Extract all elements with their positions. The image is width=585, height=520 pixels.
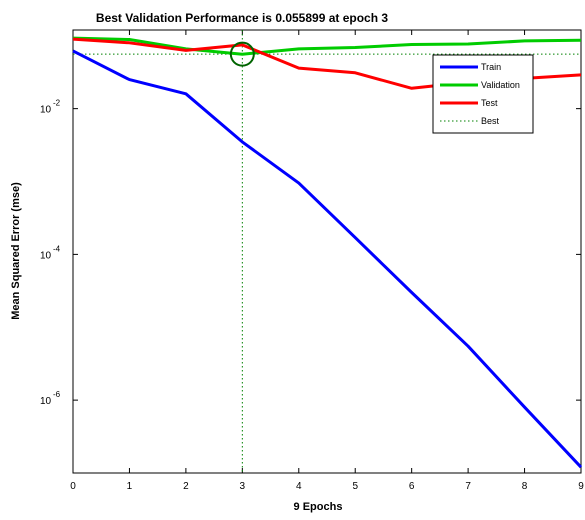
x-tick-label: 4 [296,481,302,492]
x-tick-label: 2 [183,481,189,492]
y-tick-label: 10 [40,396,52,407]
x-tick-label: 7 [465,481,471,492]
x-tick-label: 1 [127,481,133,492]
y-axis-label: Mean Squared Error (mse) [10,182,22,320]
series-line-train [72,49,583,469]
x-tick-label: 9 [578,481,584,492]
legend-label-train: Train [481,62,501,72]
x-axis-label: 9 Epochs [294,501,343,513]
y-axis-ticks: 10-210-410-6 [40,99,581,407]
y-tick-label: 10 [40,105,52,116]
legend-label-test: Test [481,98,498,108]
x-tick-label: 8 [522,481,528,492]
chart-title: Best Validation Performance is 0.055899 … [96,11,388,25]
series-line-validation [72,36,582,56]
best-marker-lines [73,30,581,473]
y-tick-exponent: -6 [53,390,61,399]
legend-label-best: Best [481,116,500,126]
x-tick-label: 0 [70,481,76,492]
legend: Train Validation Test Best [432,54,534,134]
y-tick-exponent: -4 [53,244,61,253]
x-tick-label: 3 [240,481,246,492]
best-point-circle [229,41,255,67]
x-tick-label: 6 [409,481,415,492]
y-tick-label: 10 [40,250,52,261]
x-tick-label: 5 [352,481,358,492]
y-tick-exponent: -2 [53,99,61,108]
legend-label-validation: Validation [481,80,520,90]
